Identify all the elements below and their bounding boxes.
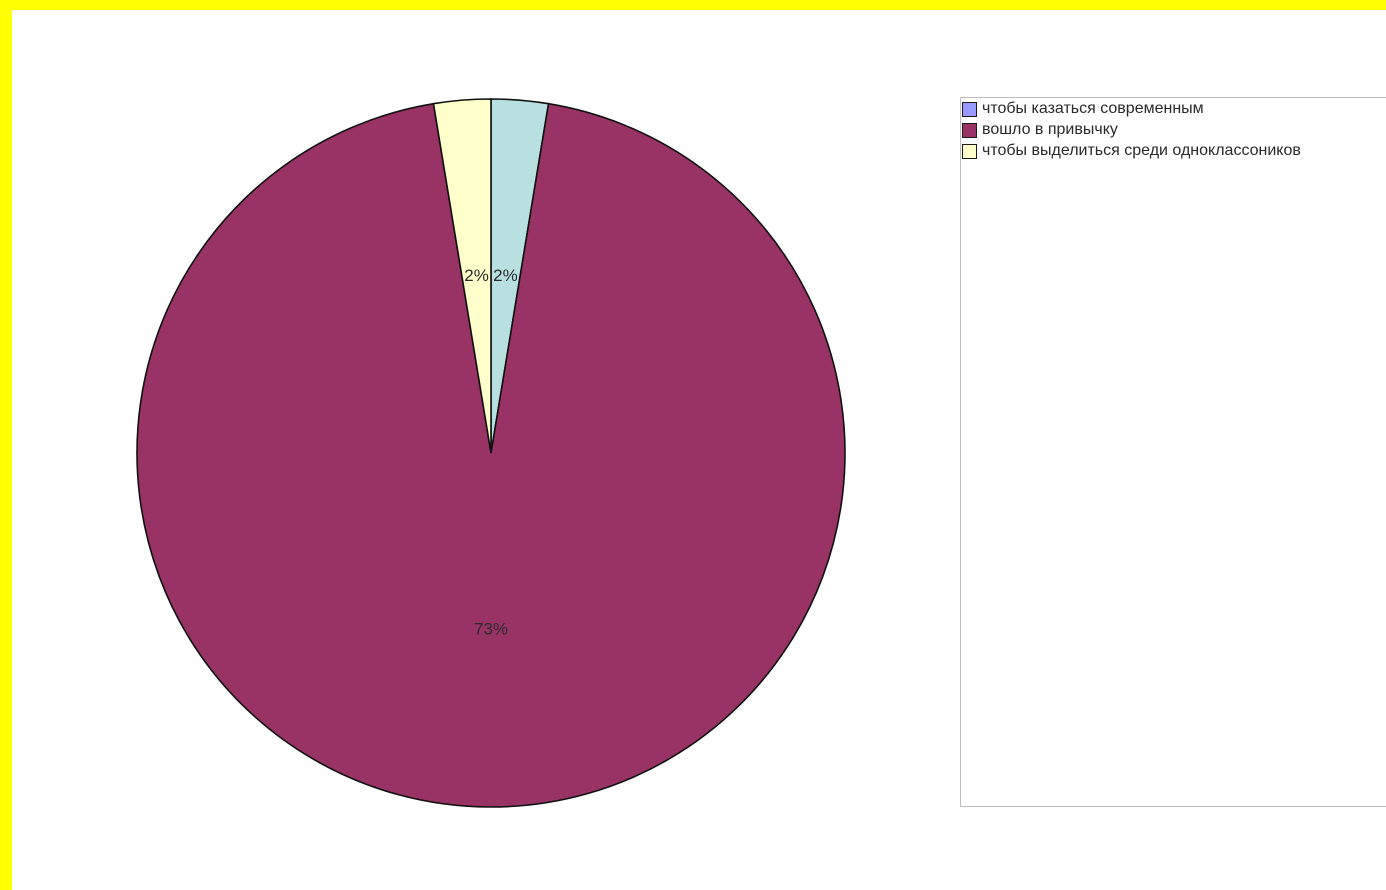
pie-data-label-0: 2%: [493, 266, 518, 285]
pie-data-label-1: 73%: [474, 619, 508, 638]
pie-slices: [136, 98, 846, 808]
chart-legend: чтобы казаться современным вошло в привы…: [960, 97, 1386, 807]
pie-data-label-2: 2%: [464, 266, 489, 285]
pie-slice-2: [432, 98, 492, 454]
pie-data-labels: 2% 73% 2%: [464, 266, 517, 638]
legend-item-1: вошло в привычку: [961, 119, 1386, 141]
legend-item-2: чтобы выделиться среди одноклассоников: [961, 140, 1386, 162]
legend-swatch-2: [962, 143, 977, 159]
legend-swatch-1: [962, 122, 977, 138]
legend-label-1: вошло в привычку: [982, 121, 1118, 138]
legend-label-0: чтобы казаться современным: [982, 100, 1204, 117]
legend-label-2: чтобы выделиться среди одноклассоников: [982, 142, 1301, 159]
legend-swatch-0: [962, 101, 977, 117]
legend-item-0: чтобы казаться современным: [961, 98, 1386, 120]
pie-slice-1: [136, 102, 846, 808]
